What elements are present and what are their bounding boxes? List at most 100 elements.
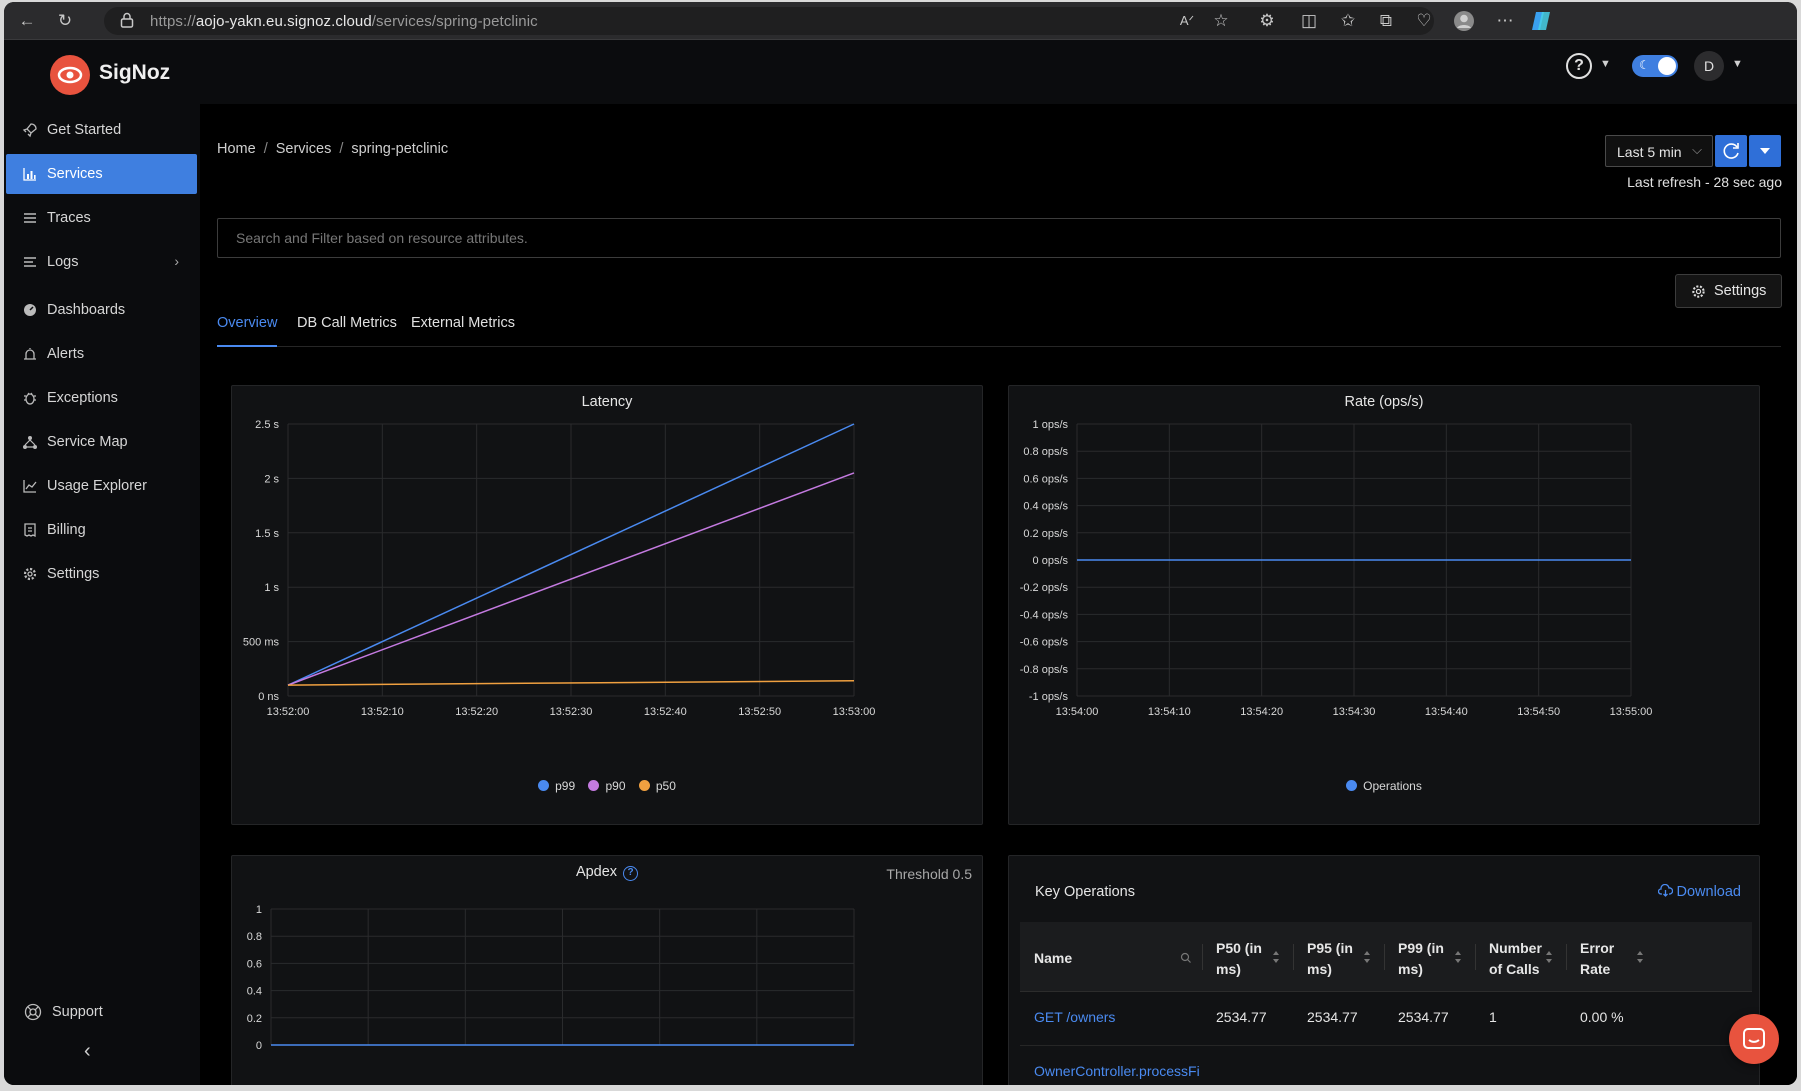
- apdex-chart[interactable]: 0 0.2 0.4 0.6 0.8 1: [232, 856, 984, 1085]
- operation-link[interactable]: OwnerController.processFi: [1034, 1063, 1200, 1079]
- y-tick-label: 2.5 s: [255, 419, 279, 431]
- legend-item-p99[interactable]: p99: [538, 779, 575, 793]
- support-icon: [24, 1003, 42, 1021]
- url-text: https://aojo-yakn.eu.signoz.cloud/servic…: [150, 13, 538, 30]
- y-tick-label: -0.8 ops/s: [1020, 664, 1069, 676]
- sort-icon[interactable]: [1272, 950, 1280, 964]
- tab-db-call-metrics[interactable]: DB Call Metrics: [297, 315, 397, 331]
- x-tick-label: 13:54:50: [1517, 706, 1560, 718]
- table-row[interactable]: OwnerController.processFi: [1020, 1046, 1752, 1085]
- collections-icon[interactable]: ⧉: [1379, 11, 1393, 30]
- gear-icon: [1692, 285, 1705, 298]
- active-tab-indicator: [217, 345, 277, 347]
- legend-item-operations[interactable]: Operations: [1346, 779, 1422, 793]
- column-header-p50[interactable]: P50 (in ms): [1216, 940, 1262, 977]
- read-aloud-icon[interactable]: Aᐟ: [1179, 13, 1195, 28]
- split-screen-icon[interactable]: ◫: [1300, 11, 1318, 30]
- legend-item-p90[interactable]: p90: [588, 779, 626, 793]
- refresh-button[interactable]: [1715, 135, 1747, 167]
- download-button[interactable]: Download: [1657, 883, 1741, 900]
- theme-toggle[interactable]: ☾: [1632, 55, 1678, 77]
- avatar[interactable]: D: [1694, 51, 1724, 81]
- list-icon: [24, 213, 36, 223]
- sidebar-item-dashboards[interactable]: Dashboards: [6, 290, 197, 330]
- latency-chart[interactable]: 0 ns 500 ms 1 s 1.5 s 2 s 2.5 s 13:52:00 13:52:…: [232, 386, 984, 766]
- cloud-download-icon: [1657, 883, 1673, 897]
- copilot-icon[interactable]: [1530, 10, 1552, 32]
- sidebar-item-service-map[interactable]: Service Map: [6, 422, 197, 462]
- breadcrumb-services[interactable]: Services: [275, 141, 332, 157]
- cell-calls: 1: [1489, 1009, 1497, 1025]
- avatar-caret-icon[interactable]: ▼: [1732, 58, 1743, 70]
- sidebar-item-billing[interactable]: Billing: [6, 510, 197, 550]
- chevron-right-icon: ›: [174, 253, 179, 269]
- cell-error-rate: 0.00 %: [1580, 1009, 1624, 1025]
- column-header-p95[interactable]: P95 (in ms): [1307, 940, 1353, 977]
- column-header-name[interactable]: Name: [1034, 950, 1073, 966]
- more-icon[interactable]: ⋯: [1496, 11, 1514, 30]
- extensions-icon[interactable]: ⚙: [1259, 11, 1275, 30]
- y-tick-label: 0.6 ops/s: [1023, 473, 1068, 485]
- latency-panel: Latency 0 ns 500 ms 1 s 1.5 s 2 s 2.5 s 13:52:…: [231, 385, 983, 825]
- tab-external-metrics[interactable]: External Metrics: [411, 315, 515, 331]
- chat-widget-button[interactable]: [1729, 1014, 1779, 1064]
- sidebar-item-alerts[interactable]: Alerts: [6, 334, 197, 374]
- sidebar-item-support[interactable]: Support: [6, 992, 197, 1032]
- collapse-sidebar-icon[interactable]: ‹: [84, 1040, 91, 1062]
- rate-chart[interactable]: -1 ops/s -0.8 ops/s -0.6 ops/s -0.4 ops/s -0…: [1009, 386, 1761, 766]
- x-tick-label: 13:54:10: [1148, 706, 1191, 718]
- sort-icon[interactable]: [1454, 950, 1462, 964]
- app-name: SigNoz: [99, 61, 171, 84]
- sidebar-item-settings[interactable]: Settings: [6, 554, 197, 594]
- sidebar-item-get-started[interactable]: Get Started: [6, 110, 197, 150]
- reload-icon[interactable]: ↻: [57, 11, 73, 30]
- help-icon[interactable]: ?: [1566, 53, 1592, 79]
- tab-overview[interactable]: Overview: [217, 315, 278, 331]
- y-tick-label: 1 ops/s: [1033, 419, 1069, 431]
- operation-link[interactable]: GET /owners: [1034, 1009, 1116, 1025]
- key-operations-panel: Key Operations Download Name P50 (in ms) …: [1008, 855, 1760, 1085]
- moon-icon: ☾: [1639, 58, 1650, 72]
- y-tick-label: 0.8: [247, 931, 262, 943]
- back-icon[interactable]: ←: [18, 11, 36, 30]
- y-tick-label: 0.4: [247, 986, 262, 998]
- heart-pulse-icon[interactable]: ♡: [1416, 11, 1432, 30]
- sidebar-item-traces[interactable]: Traces: [6, 198, 197, 238]
- network-icon: [23, 436, 37, 449]
- sidebar-item-exceptions[interactable]: Exceptions: [6, 378, 197, 418]
- favorites-icon[interactable]: ✩: [1340, 11, 1356, 30]
- column-header-calls[interactable]: Number of Calls: [1489, 940, 1542, 977]
- sort-icon[interactable]: [1363, 950, 1371, 964]
- table-row[interactable]: GET /owners 2534.77 2534.77 2534.77 1 0.…: [1020, 992, 1752, 1046]
- refresh-interval-dropdown[interactable]: [1749, 135, 1781, 167]
- breadcrumb-home[interactable]: Home: [217, 141, 256, 157]
- help-caret-icon[interactable]: ▼: [1600, 58, 1611, 70]
- profile-icon[interactable]: [1453, 10, 1475, 32]
- resource-search-input[interactable]: Search and Filter based on resource attr…: [217, 218, 1781, 258]
- sort-icon[interactable]: [1636, 950, 1644, 964]
- sort-icon[interactable]: [1545, 950, 1553, 964]
- search-icon[interactable]: [1180, 952, 1192, 964]
- address-bar[interactable]: https://aojo-yakn.eu.signoz.cloud/servic…: [104, 7, 1434, 35]
- x-tick-label: 13:54:30: [1333, 706, 1376, 718]
- y-tick-label: 1.5 s: [255, 528, 279, 540]
- sidebar-item-services[interactable]: Services: [6, 154, 197, 194]
- time-range-select[interactable]: Last 5 min ⌵: [1605, 135, 1713, 167]
- legend-item-p50[interactable]: p50: [638, 779, 676, 793]
- x-tick-label: 13:54:00: [1056, 706, 1099, 718]
- star-icon[interactable]: ☆: [1213, 11, 1229, 30]
- column-header-p99[interactable]: P99 (in ms): [1398, 940, 1444, 977]
- rocket-icon: [22, 123, 37, 138]
- sidebar-item-logs[interactable]: Logs ›: [6, 242, 197, 282]
- y-tick-label: 0 ns: [258, 691, 279, 703]
- y-tick-label: 0.6: [247, 958, 262, 970]
- sidebar-item-usage-explorer[interactable]: Usage Explorer: [6, 466, 197, 506]
- column-header-error-rate[interactable]: Error Rate: [1580, 940, 1615, 977]
- y-tick-label: 1: [256, 904, 262, 916]
- dashboard-icon: [24, 304, 36, 316]
- settings-button[interactable]: Settings: [1675, 274, 1782, 308]
- rate-panel: Rate (ops/s) -1 ops/s -0.8 ops/s -0.6 ops/…: [1008, 385, 1760, 825]
- cell-p95: 2534.77: [1307, 1009, 1358, 1025]
- signoz-logo[interactable]: [50, 55, 90, 95]
- help-icon[interactable]: ?: [623, 866, 639, 881]
